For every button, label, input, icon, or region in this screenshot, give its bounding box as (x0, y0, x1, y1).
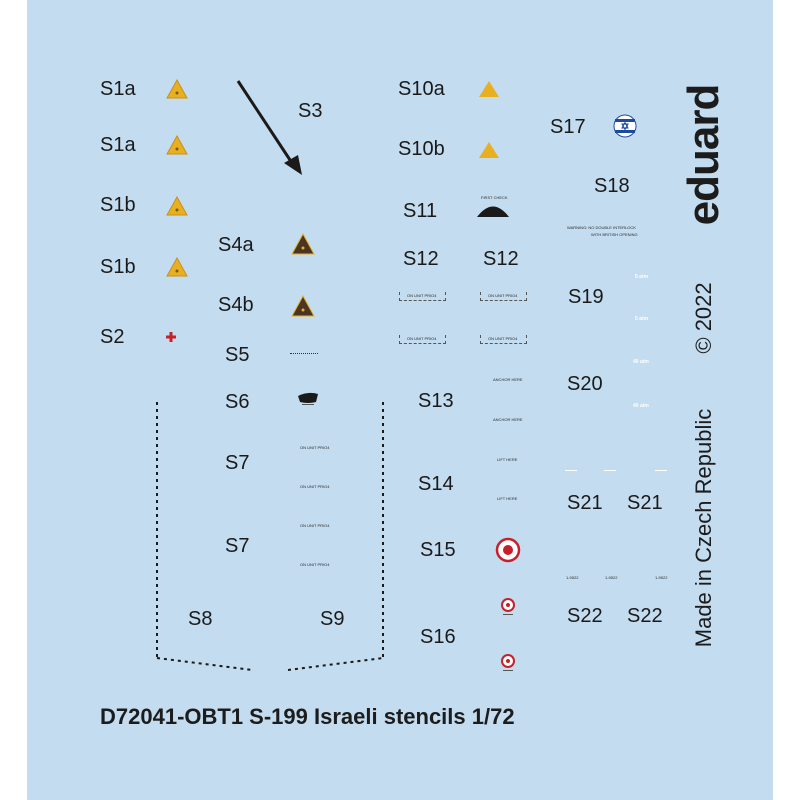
label-s4b: S4b (218, 294, 254, 316)
s13-stencil-text: ANCHOR HERE (493, 377, 523, 382)
copyright-notice: © 2022 (691, 282, 716, 354)
label-s1b: S1b (100, 256, 136, 278)
label-s9: S9 (320, 608, 345, 630)
sheet-title: D72041-OBT1 S-199 Israeli stencils 1/72 (100, 704, 515, 729)
s7-stencil-text: ON UNIT PRIO4 (300, 523, 330, 528)
s12-stencil-text: ON UNIT PRIO4 (407, 293, 437, 298)
s20-stencil-text: 40 atm (633, 403, 649, 409)
label-s3: S3 (298, 100, 323, 122)
warning-triangle-icon (291, 294, 315, 317)
warning-triangle-icon (166, 256, 188, 277)
s7-stencil-text: ON UNIT PRIO4 (300, 445, 330, 450)
label-s10b: S10b (398, 138, 445, 160)
s18-stencil-text: WARNING: NO DOUBLE INTERLOCK (567, 225, 636, 230)
s12-stencil (480, 292, 527, 301)
s18-stencil-text: WITH BRITISH OPENING (591, 232, 638, 237)
label-s13: S13 (418, 390, 454, 412)
red-cross-icon (166, 332, 176, 342)
s7-stencil-text: ON UNIT PRIO4 (300, 562, 330, 567)
label-s22: S22 (567, 605, 603, 627)
label-s7: S7 (225, 535, 250, 557)
label-s21: S21 (567, 492, 603, 514)
label-s15: S15 (420, 539, 456, 561)
s6-decal (298, 392, 318, 405)
origin-notice: Made in Czech Republic (691, 408, 716, 648)
roundel-icon (613, 114, 637, 138)
red-ring-icon (501, 598, 515, 615)
label-s5: S5 (225, 344, 250, 366)
warning-triangle-icon (479, 81, 499, 97)
s13-stencil-text: ANCHOR HERE (493, 417, 523, 422)
label-s21: S21 (627, 492, 663, 514)
s5-stencil (290, 353, 318, 356)
label-s1a: S1a (100, 134, 136, 156)
label-s12: S12 (483, 248, 519, 270)
label-s20: S20 (567, 373, 603, 395)
s22-stencil-text: 1-9522 (566, 575, 579, 580)
s21-stencil (655, 470, 667, 471)
warning-triangle-icon (291, 232, 315, 255)
warning-triangle-icon (166, 195, 188, 216)
label-s17: S17 (550, 116, 586, 138)
warning-triangle-icon (166, 134, 188, 155)
s21-stencil (565, 470, 577, 471)
red-ring-icon (495, 537, 521, 563)
s22-stencil-text: 1-9522 (605, 575, 618, 580)
warning-triangle-icon (479, 142, 499, 158)
s12-stencil (480, 335, 527, 344)
label-s19: S19 (568, 286, 604, 308)
s20-stencil-text: 40 atm (633, 359, 649, 365)
red-ring-icon (501, 654, 515, 671)
s14-stencil-text: LIFT HERE (497, 496, 518, 501)
label-s6: S6 (225, 391, 250, 413)
s19-stencil-text: 5 atm (635, 274, 649, 280)
s19-stencil-text: 5 atm (635, 316, 649, 322)
label-s4a: S4a (218, 234, 254, 256)
s22-stencil-text: 1-9522 (655, 575, 668, 580)
label-s16: S16 (420, 626, 456, 648)
label-s7: S7 (225, 452, 250, 474)
label-s18: S18 (594, 175, 630, 197)
s14-stencil-text: LIFT HERE (497, 457, 518, 462)
label-s1b: S1b (100, 194, 136, 216)
label-s11: S11 (403, 200, 438, 222)
label-s14: S14 (418, 473, 454, 495)
label-s12: S12 (403, 248, 439, 270)
s11-stencil-text: FIRST CHECK (481, 195, 508, 200)
brand-logo: eduard (679, 84, 728, 226)
s7-stencil-text: ON UNIT PRIO4 (300, 484, 330, 489)
s12-stencil-text: ON UNIT PRIO4 (488, 293, 518, 298)
arrow-icon (236, 80, 302, 175)
s21-stencil (604, 470, 616, 471)
warning-triangle-icon (166, 78, 188, 99)
label-s10a: S10a (398, 78, 445, 100)
label-s1a: S1a (100, 78, 136, 100)
s11-decal (477, 206, 509, 217)
s12-stencil (399, 292, 446, 301)
label-s22: S22 (627, 605, 663, 627)
s12-stencil-text: ON UNIT PRIO4 (407, 336, 437, 341)
decal-sheet (27, 0, 773, 800)
s12-stencil-text: ON UNIT PRIO4 (488, 336, 518, 341)
s12-stencil (399, 335, 446, 344)
placement-guide-frame (156, 402, 384, 671)
label-s2: S2 (100, 326, 125, 348)
label-s8: S8 (188, 608, 213, 630)
